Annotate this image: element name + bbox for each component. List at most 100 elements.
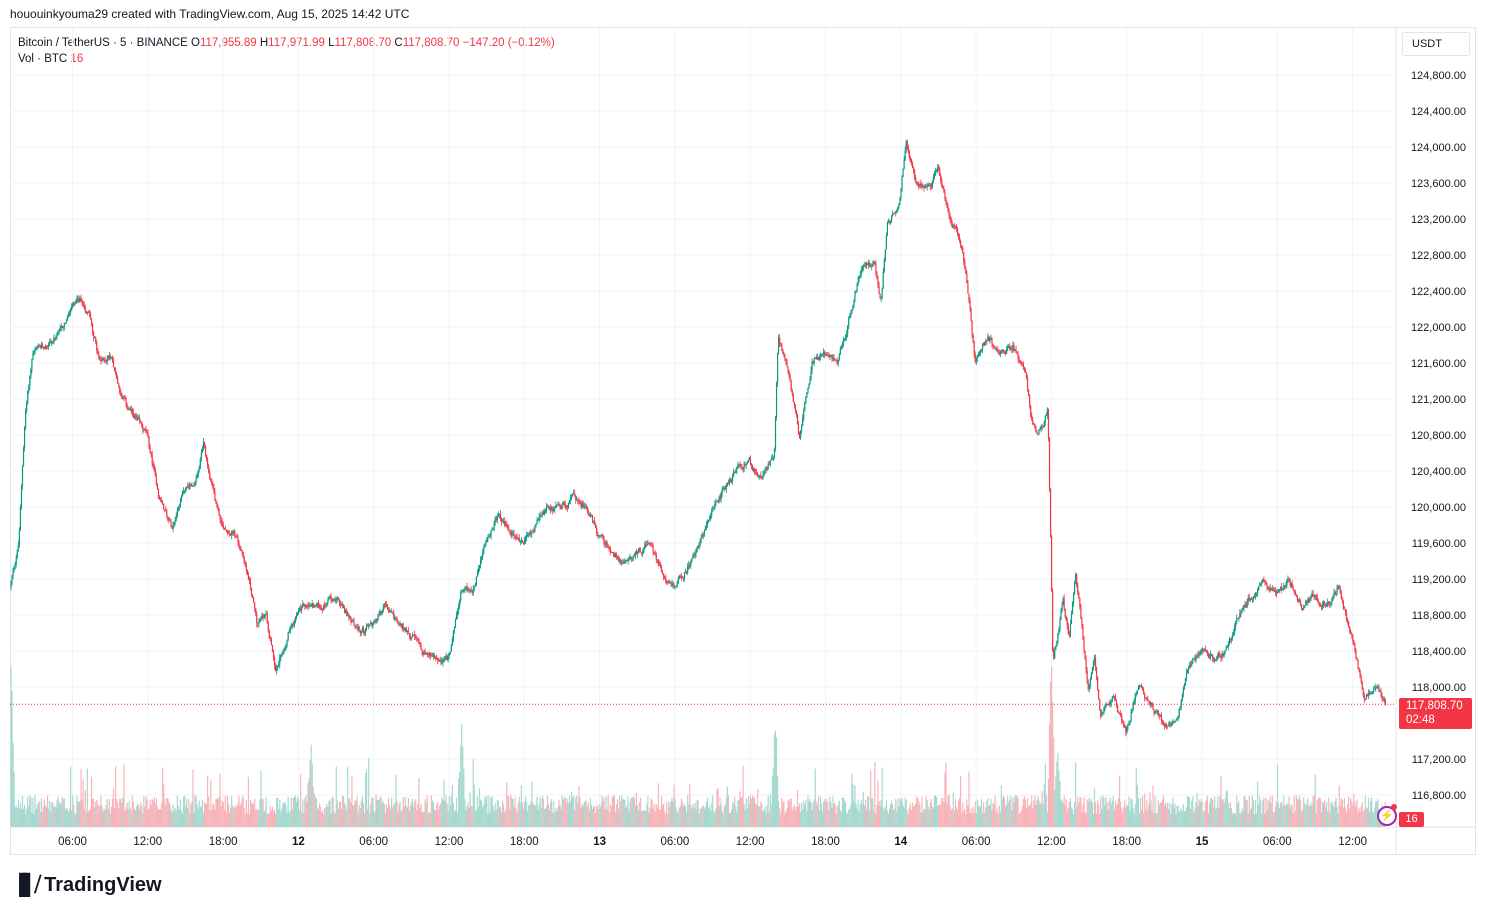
candle-body [369, 623, 371, 626]
candle-body [691, 558, 693, 563]
candle-body [922, 186, 924, 188]
candle-body [282, 652, 284, 655]
legend-volume-label[interactable]: Vol · BTC [18, 53, 68, 65]
volume-bar [661, 804, 664, 827]
volume-bar [446, 803, 448, 827]
candle-body [80, 298, 82, 301]
candle-body [142, 425, 144, 430]
candle-body [713, 508, 715, 510]
candle-body [792, 394, 794, 402]
volume-bar [1072, 814, 1075, 827]
candle-body [270, 639, 273, 646]
candle-body [23, 427, 26, 449]
candle-body [564, 504, 566, 506]
candle-body [725, 485, 727, 489]
volume-bar [505, 809, 507, 827]
volume-bar [786, 808, 788, 827]
candle-body [280, 655, 282, 658]
volume-bar [1221, 799, 1223, 827]
candle-body [429, 653, 431, 656]
candle-body [427, 654, 429, 655]
tradingview-logo[interactable]: ▐▌⧸ TradingView [12, 874, 162, 897]
candle-body [998, 353, 1000, 355]
volume-bar [1061, 801, 1063, 827]
candle-body [1019, 360, 1021, 363]
candle-body [669, 581, 671, 583]
candle-body [1359, 670, 1361, 678]
volume-bar [974, 801, 976, 827]
volume-bar [553, 801, 555, 827]
candle-body [342, 605, 345, 609]
candle-body [231, 531, 233, 536]
volume-bar [967, 806, 969, 827]
volume-bar [348, 798, 350, 827]
candle-body [771, 457, 773, 459]
volume-bar [1143, 812, 1145, 827]
volume-bar [865, 809, 868, 827]
candle-body [785, 358, 787, 363]
volume-bar [1121, 808, 1123, 827]
candle-body [1063, 598, 1065, 609]
candle-body [144, 428, 146, 430]
candle-body [856, 285, 858, 292]
candle-body [1304, 605, 1306, 608]
volume-bar [710, 810, 712, 827]
volume-bar [527, 811, 529, 827]
volume-bar [99, 805, 101, 827]
volume-bar [215, 799, 217, 827]
volume-bar [478, 788, 481, 827]
volume-bar [668, 800, 670, 827]
volume-bar [1365, 808, 1367, 827]
volume-bar [385, 804, 388, 827]
candle-body [335, 599, 337, 601]
candle-body [1269, 587, 1271, 591]
candle-body [39, 345, 41, 348]
volume-bar [924, 809, 926, 827]
volume-bar [620, 801, 622, 827]
volume-bar [1039, 804, 1041, 827]
candle-body [847, 325, 849, 334]
volume-bar [412, 799, 414, 827]
volume-bar [1240, 812, 1242, 827]
candle-body [780, 343, 782, 345]
candle-body [412, 635, 414, 638]
lightning-icon[interactable]: ⚡ [1377, 806, 1397, 826]
volume-bar [244, 813, 246, 827]
volume-bar [760, 801, 762, 827]
candle-body [513, 533, 515, 536]
candle-body [813, 358, 815, 364]
volume-bar [1249, 809, 1251, 827]
currency-unit-button[interactable]: USDT [1402, 32, 1470, 56]
candle-body [892, 213, 894, 217]
candle-body [622, 562, 624, 564]
volume-bar [1376, 801, 1378, 827]
candle-body [946, 202, 948, 208]
candle-body [723, 487, 725, 490]
candle-body [1327, 601, 1329, 606]
volume-bar [506, 782, 508, 827]
candle-body [1255, 593, 1258, 595]
volume-bar [1080, 797, 1082, 827]
legend-h-label: H [259, 37, 269, 49]
candle-body [362, 628, 365, 632]
x-tick-label: 18:00 [1112, 836, 1141, 848]
candle-body [935, 170, 938, 172]
candle-body [925, 186, 927, 188]
legend-symbol[interactable]: Bitcoin / TetherUS · 5 · BINANCE [18, 37, 188, 49]
candle-body [141, 422, 143, 426]
candle-body [171, 525, 173, 529]
volume-bar [626, 805, 628, 827]
candle-body [563, 501, 565, 505]
volume-bar [443, 779, 445, 827]
volume-bar [532, 802, 534, 827]
candle-body [1149, 700, 1151, 705]
candle-body [1023, 367, 1026, 371]
candle-body [109, 356, 111, 359]
volume-bar [852, 783, 854, 827]
volume-bar [184, 795, 186, 827]
volume-bar [843, 800, 846, 827]
volume-bar [1266, 810, 1268, 827]
volume-bar [824, 799, 826, 827]
volume-bar [74, 813, 76, 827]
